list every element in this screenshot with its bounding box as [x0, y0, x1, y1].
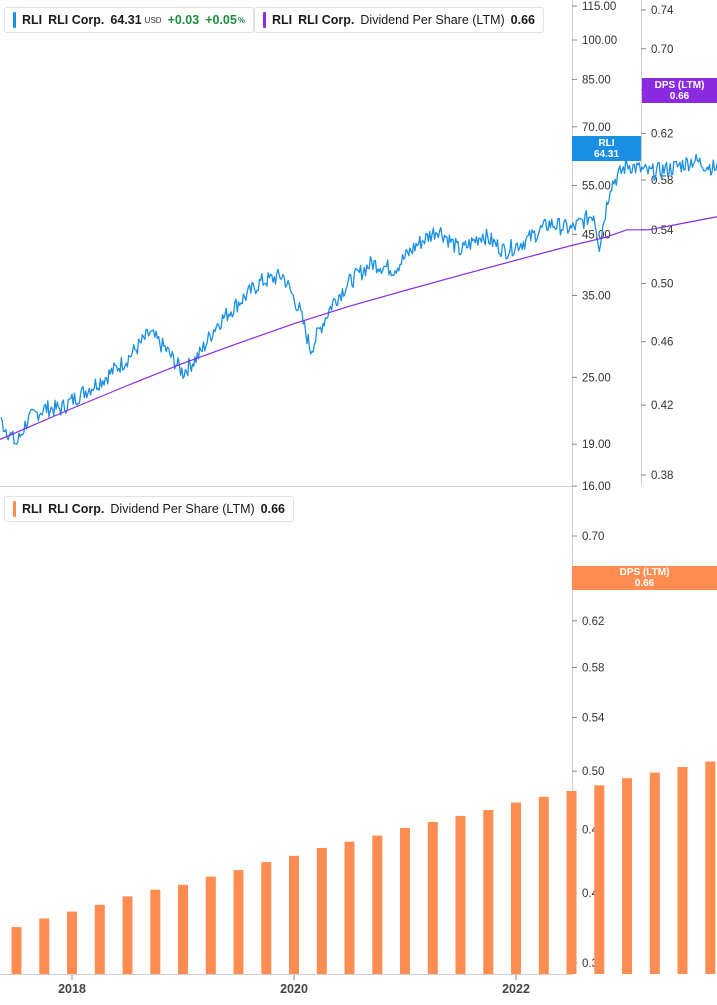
- dps-bar: [400, 827, 410, 974]
- dps-legend-bottom[interactable]: RLI RLI Corp. Dividend Per Share (LTM) 0…: [4, 496, 294, 522]
- dps-bar: [150, 889, 161, 974]
- dps-bar: [538, 796, 549, 974]
- dps-badge-top-label: DPS (LTM): [654, 79, 705, 91]
- dps-top-axis-tick-label: 0.62: [651, 128, 673, 140]
- dps-badge-top-value: 0.66: [669, 90, 690, 102]
- dps-bar: [344, 841, 355, 974]
- dps-legend-bottom-value: 0.66: [260, 502, 285, 516]
- dps-bar: [94, 904, 105, 974]
- dps-bar: [122, 896, 133, 974]
- dps-bar: [205, 876, 216, 974]
- dps-bar: [622, 778, 632, 974]
- dps-series-swatch-bottom: [13, 501, 16, 517]
- dps-bar: [289, 855, 299, 974]
- price-axis-tick-label: 25.00: [582, 372, 611, 384]
- dps-bar: [483, 810, 494, 974]
- dps-bottom-axis-tick-label: 0.62: [582, 616, 604, 628]
- dps-bar: [455, 815, 466, 974]
- dps-bar: [649, 772, 660, 974]
- dps-top-axis-tick-label: 0.38: [651, 470, 673, 482]
- price-legend-change-pct-unit: %: [237, 15, 245, 25]
- price-legend-change-pct: +0.05: [205, 13, 237, 27]
- price-axis-tick-label: 100.00: [582, 35, 617, 47]
- dps-bar: [427, 821, 438, 974]
- x-axis-tick-label: 2022: [502, 982, 530, 996]
- dps-bar: [705, 761, 716, 974]
- dps-bottom-axis-tick-label: 0.58: [582, 662, 604, 674]
- dps-legend-top-metric: Dividend Per Share (LTM): [360, 13, 505, 27]
- dps-top-axis-tick-label: 0.74: [651, 5, 674, 17]
- price-series-swatch: [13, 12, 16, 28]
- dps-bar: [233, 870, 244, 974]
- dps-badge-top: DPS (LTM) 0.66: [642, 78, 717, 103]
- dps-top-axis-tick-label: 0.42: [651, 400, 673, 412]
- dps-bottom-axis-tick-label: 0.70: [582, 531, 604, 543]
- price-axis-tick-label: 16.00: [582, 481, 611, 493]
- price-axis-tick-label: 70.00: [582, 122, 611, 134]
- dps-top-axis-tick-label: 0.46: [651, 337, 673, 349]
- dps-bar: [39, 918, 50, 974]
- dps-bar: [11, 927, 22, 974]
- dps-bar: [67, 911, 77, 974]
- dps-legend-top-value: 0.66: [510, 13, 535, 27]
- price-legend-currency: USD: [144, 15, 162, 25]
- price-axis-tick-label: 115.00: [582, 1, 616, 13]
- dps-top-axis-tick-label: 0.54: [651, 225, 674, 237]
- price-axis-tick-label: 19.00: [582, 439, 611, 451]
- dps-bar: [566, 791, 577, 974]
- dps-legend-top[interactable]: RLI RLI Corp. Dividend Per Share (LTM) 0…: [254, 7, 544, 33]
- dps-bar: [178, 884, 188, 974]
- price-badge-value: 64.31: [593, 148, 620, 160]
- dps-bar: [316, 847, 327, 974]
- price-line: [0, 153, 717, 445]
- dps-badge-bottom-label: DPS (LTM): [619, 567, 670, 578]
- dps-top-axis-tick-label: 0.58: [651, 175, 673, 187]
- dps-top-axis-tick-label: 0.50: [651, 279, 673, 291]
- price-axis-tick-label: 55.00: [582, 181, 611, 193]
- dps-line: [0, 215, 717, 441]
- price-legend-name: RLI Corp.: [48, 13, 105, 27]
- price-axis-tick-label: 35.00: [582, 291, 611, 303]
- dps-series-swatch-top: [263, 12, 266, 28]
- price-legend-change: +0.03: [167, 13, 200, 27]
- price-legend-value: 64.31: [110, 13, 142, 27]
- dps-legend-bottom-name: RLI Corp.: [48, 502, 105, 516]
- dps-bottom-axis-tick-label: 0.50: [582, 766, 604, 778]
- dps-bar: [511, 802, 521, 974]
- dps-legend-top-name: RLI Corp.: [298, 13, 355, 27]
- dps-badge-bottom-value: 0.66: [634, 578, 655, 589]
- price-badge-label: RLI: [598, 137, 615, 149]
- price-legend-symbol: RLI: [22, 13, 43, 27]
- x-axis-tick-label: 2020: [280, 982, 308, 996]
- dps-legend-bottom-symbol: RLI: [22, 502, 43, 516]
- price-axis-tick-label: 85.00: [582, 75, 611, 87]
- dps-legend-bottom-metric: Dividend Per Share (LTM): [110, 502, 255, 516]
- dps-legend-top-symbol: RLI: [272, 13, 293, 27]
- dps-bar: [372, 835, 383, 974]
- dps-bar: [594, 785, 605, 974]
- price-legend[interactable]: RLI RLI Corp. 64.31 USD +0.03 +0.05 %: [4, 7, 254, 33]
- dps-bar: [677, 767, 688, 974]
- price-badge: RLI 64.31: [572, 136, 641, 161]
- dps-badge-bottom: DPS (LTM) 0.66: [572, 566, 717, 590]
- dps-bottom-axis-tick-label: 0.54: [582, 712, 605, 724]
- x-axis-tick-label: 2018: [58, 982, 86, 996]
- dps-bar: [261, 862, 272, 974]
- dps-top-axis-tick-label: 0.70: [651, 44, 673, 56]
